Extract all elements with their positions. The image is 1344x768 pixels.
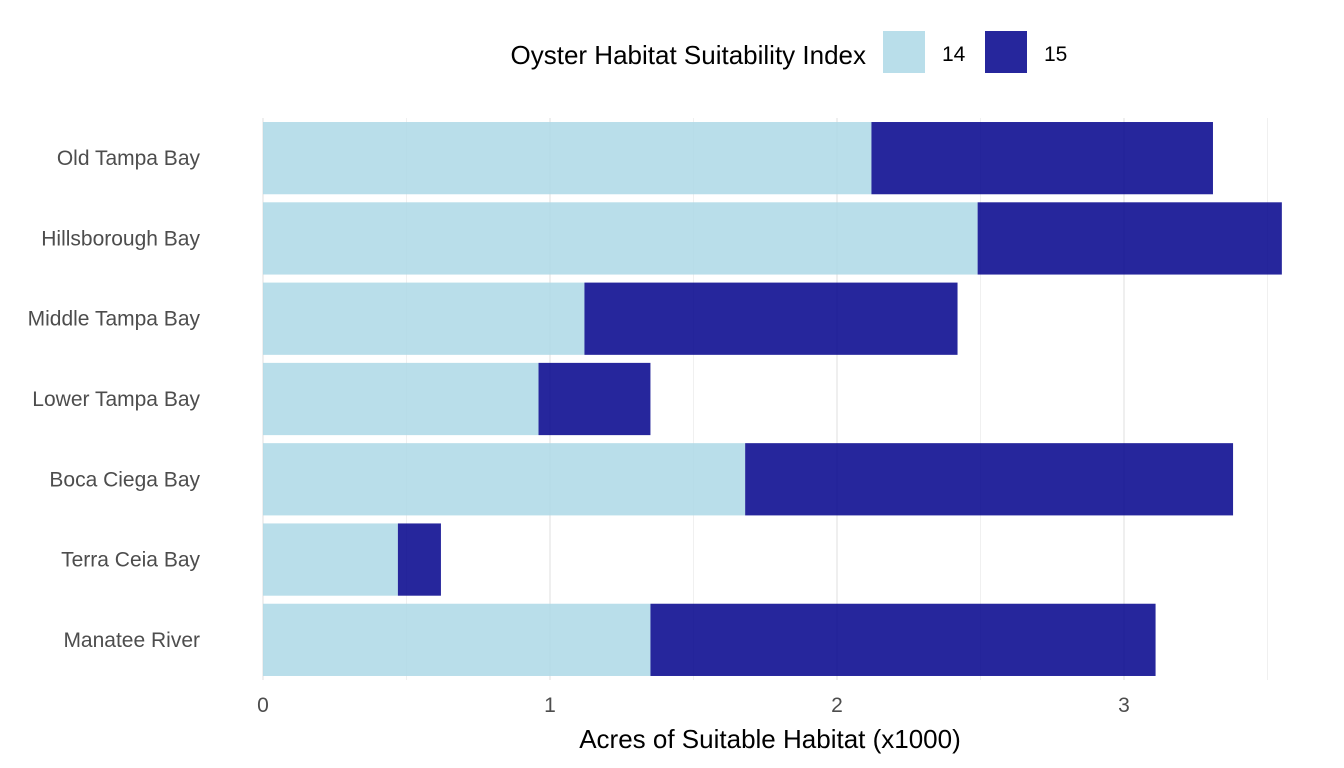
- x-tick-label: 3: [1118, 694, 1130, 717]
- bars: [263, 122, 1282, 676]
- bar-segment-15-manatee-river: [650, 603, 1156, 676]
- legend: Oyster Habitat Suitability Index 14 15: [511, 31, 1067, 73]
- bar-segment-14-terra-ceia-bay: [263, 523, 398, 596]
- category-label: Old Tampa Bay: [57, 147, 201, 170]
- legend-label-14: 14: [942, 43, 966, 66]
- category-label: Middle Tampa Bay: [28, 308, 201, 331]
- legend-label-15: 15: [1044, 43, 1067, 66]
- bar-segment-15-middle-tampa-bay: [584, 282, 958, 355]
- category-label: Lower Tampa Bay: [32, 388, 200, 411]
- bar-segment-15-lower-tampa-bay: [538, 362, 651, 436]
- category-label: Manatee River: [63, 629, 200, 652]
- bar-segment-15-hillsborough-bay: [977, 202, 1282, 275]
- category-label: Boca Ciega Bay: [49, 468, 200, 491]
- legend-title: Oyster Habitat Suitability Index: [511, 40, 867, 70]
- bar-segment-14-hillsborough-bay: [263, 202, 978, 275]
- x-tick-label: 0: [257, 694, 269, 717]
- bar-segment-14-boca-ciega-bay: [263, 443, 746, 516]
- bar-segment-14-manatee-river: [263, 603, 651, 676]
- category-label: Terra Ceia Bay: [61, 549, 200, 572]
- x-tick-label: 1: [544, 694, 556, 717]
- x-tick-labels: 0 1 2 3: [257, 694, 1130, 717]
- bar-segment-15-terra-ceia-bay: [397, 523, 441, 596]
- category-label: Hillsborough Bay: [41, 227, 200, 250]
- x-tick-label: 2: [831, 694, 843, 717]
- category-labels: Old Tampa Bay Hillsborough Bay Middle Tamp…: [28, 147, 201, 652]
- x-axis-title: Acres of Suitable Habitat (x1000): [579, 724, 961, 754]
- bar-segment-14-old-tampa-bay: [263, 122, 872, 195]
- legend-key-14: [883, 31, 925, 73]
- bar-segment-14-lower-tampa-bay: [263, 362, 539, 436]
- bar-segment-14-middle-tampa-bay: [263, 282, 585, 355]
- bar-segment-15-boca-ciega-bay: [745, 443, 1234, 516]
- legend-key-15: [985, 31, 1027, 73]
- bar-segment-15-old-tampa-bay: [871, 122, 1213, 195]
